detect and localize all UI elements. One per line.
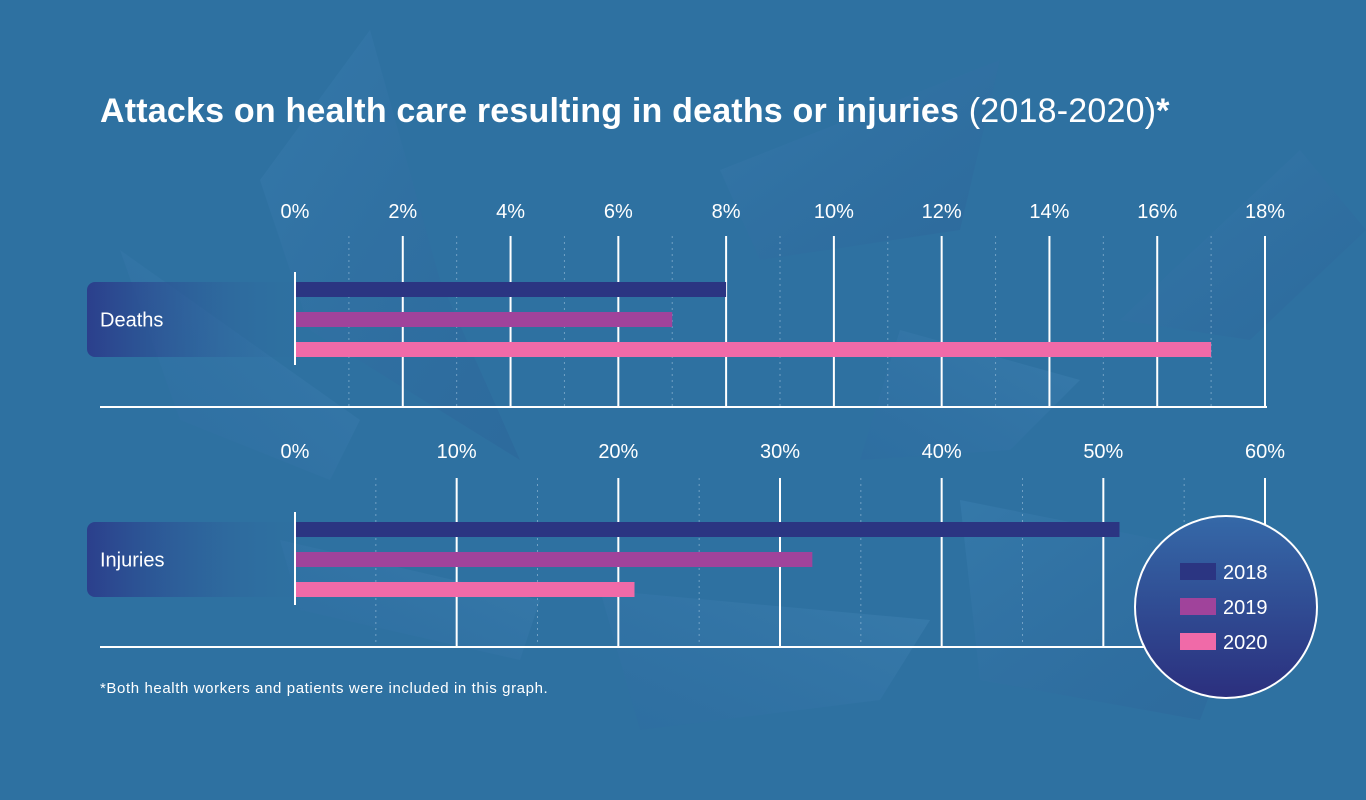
chart-deaths: 0% 2% 4% 6% 8% 10% 12% 14% 16% 18% Deaths <box>87 201 1285 408</box>
legend-label-2019: 2019 <box>1223 597 1268 619</box>
tick-label: 10% <box>437 441 477 463</box>
tick-label: 30% <box>760 441 800 463</box>
tick-label: 12% <box>922 201 962 223</box>
tick-label: 20% <box>598 441 638 463</box>
legend-swatch-2020 <box>1180 633 1216 650</box>
bar-2020 <box>295 582 635 597</box>
tick-label: 0% <box>281 201 310 223</box>
title-years: (2018-2020) <box>968 92 1157 130</box>
tick-label: 4% <box>496 201 525 223</box>
bar-2018 <box>295 522 1120 537</box>
legend-swatch-2018 <box>1180 563 1216 580</box>
bar-2019 <box>295 552 813 567</box>
title-asterisk: * <box>1156 92 1170 130</box>
legend-swatch-2019 <box>1180 598 1216 615</box>
category-label: Injuries <box>100 550 164 572</box>
tick-label: 40% <box>922 441 962 463</box>
tick-label: 6% <box>604 201 633 223</box>
tick-label: 0% <box>281 441 310 463</box>
tick-label: 50% <box>1083 441 1123 463</box>
legend: 2018 2019 2020 <box>1134 515 1318 699</box>
title-main: Attacks on health care resulting in deat… <box>100 92 960 130</box>
category-label: Deaths <box>100 310 163 332</box>
tick-label: 16% <box>1137 201 1177 223</box>
bar-2018 <box>295 282 727 297</box>
legend-label-2018: 2018 <box>1223 562 1268 584</box>
page-title: Attacks on health care resulting in deat… <box>100 92 1170 131</box>
bar-2019 <box>295 312 673 327</box>
chart-injuries: 0% 10% 20% 30% 40% 50% 60% Injuries <box>87 441 1285 648</box>
tick-label: 18% <box>1245 201 1285 223</box>
footnote: *Both health workers and patients were i… <box>100 680 549 697</box>
tick-label: 10% <box>814 201 854 223</box>
tick-label: 2% <box>388 201 417 223</box>
legend-label-2020: 2020 <box>1223 632 1268 654</box>
tick-label: 14% <box>1029 201 1069 223</box>
bar-2020 <box>295 342 1212 357</box>
legend-circle <box>1134 515 1318 699</box>
tick-label: 8% <box>712 201 741 223</box>
tick-label: 60% <box>1245 441 1285 463</box>
category-box <box>87 282 317 357</box>
category-box <box>87 522 317 597</box>
